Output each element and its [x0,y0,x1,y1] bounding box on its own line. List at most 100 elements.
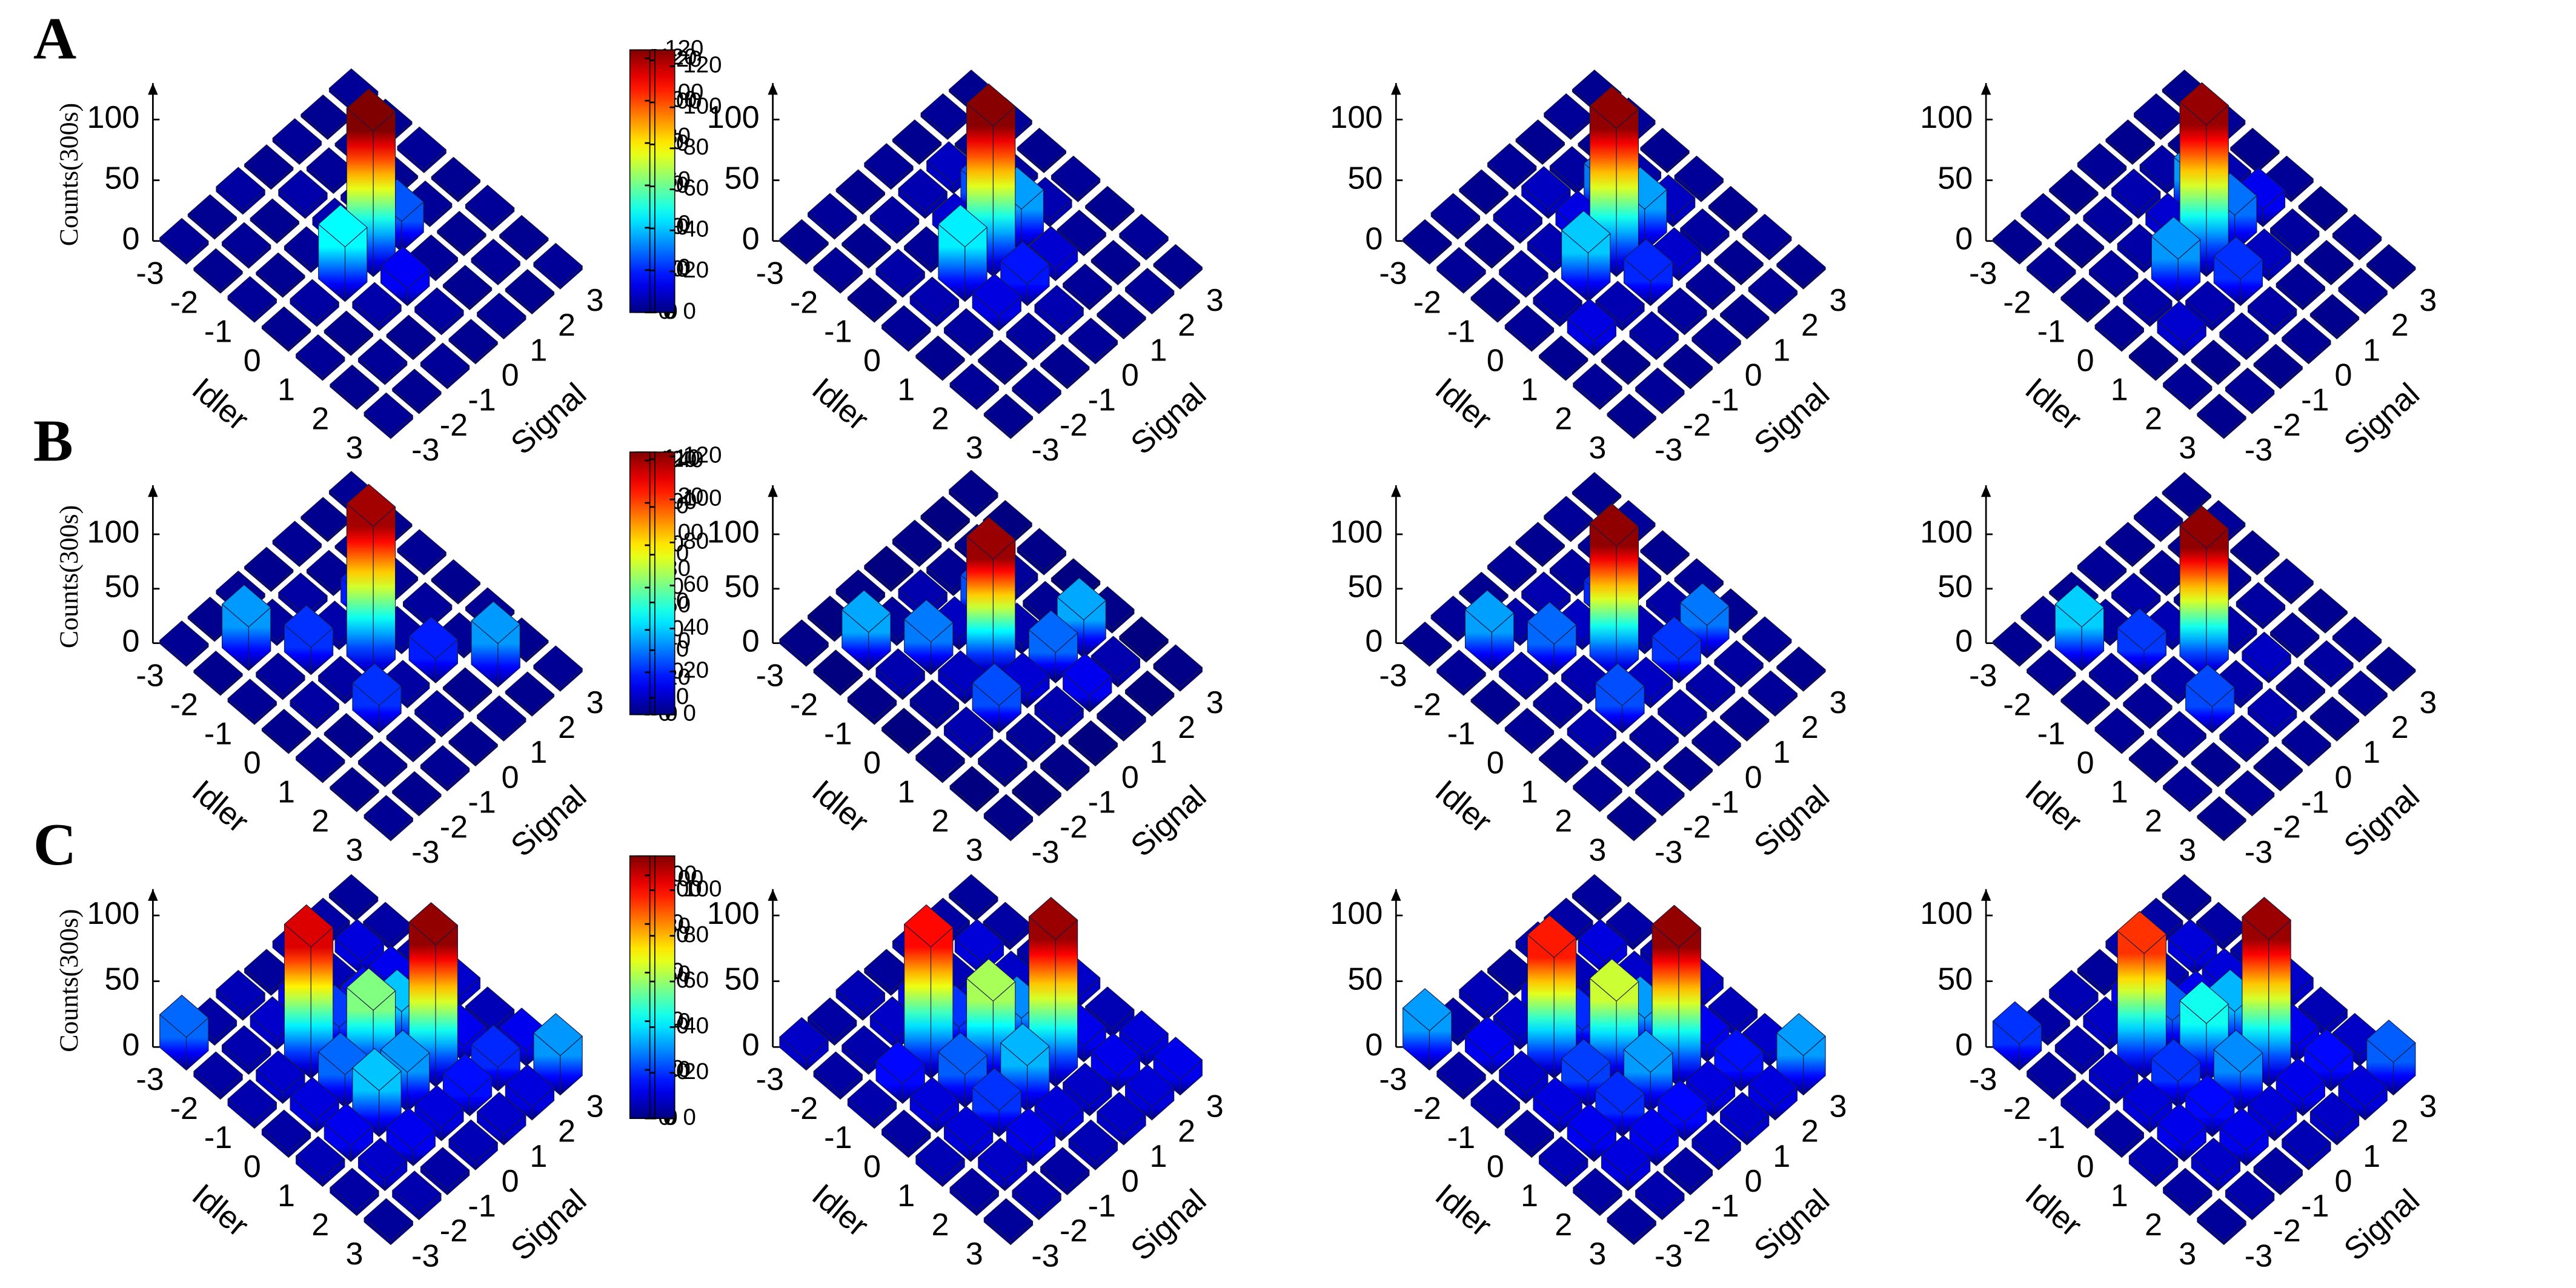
x-tick-label: -1 [824,1120,852,1155]
y-tick-label: 3 [1830,1089,1847,1124]
x-tick-label: -1 [824,716,852,751]
bar [1742,214,1792,261]
bar [983,1198,1034,1246]
colorbar-tick-label: 120 [683,442,722,468]
bar-top [1651,905,1701,948]
bar [2060,277,2110,323]
y-tick-label: -3 [1655,835,1682,870]
y-tick-label: -1 [2301,785,2329,820]
x-tick-label: -2 [170,1091,198,1126]
x-tick-label: 2 [931,401,949,436]
bar-top [408,616,458,660]
bar-top [442,1054,493,1097]
bar [842,589,891,671]
bar-top [448,319,498,362]
bar-top [2185,281,2235,324]
bar-top [1573,363,1622,407]
bar-top [505,1064,555,1107]
bar-top [978,739,1027,782]
bar [2236,582,2286,629]
x-tick-label: -1 [1447,1120,1475,1155]
bar [300,497,350,542]
bar-top [842,589,891,633]
bar-top [1595,1070,1645,1114]
bar-top [159,620,209,663]
x-tick-label: 3 [966,832,983,868]
bar-top [2253,344,2303,387]
x-tick-label: -1 [204,314,232,349]
bar [1623,239,1673,307]
bar-top [1720,294,1770,337]
bar-top [1430,193,1481,236]
bar [330,1167,379,1217]
bar [1714,1029,1764,1092]
bar-top [278,573,328,616]
bar [1572,874,1622,921]
bar [1119,616,1169,663]
bar [318,204,368,302]
z-tick-label: 0 [1365,222,1383,257]
bar-top [898,168,948,212]
x-tick-label: 3 [1588,832,1606,868]
bar-top [949,874,998,917]
y-tick-label: 0 [1745,760,1762,795]
bar [2309,696,2360,742]
bar-top [2248,688,2297,731]
z-tick-label: 50 [104,961,139,997]
y-tick-label: -3 [411,835,439,870]
bar [943,308,994,356]
bar-top [1028,226,1078,269]
x-tick-label: -2 [1413,1091,1441,1126]
bar [2179,505,2229,679]
bar-top [1748,1064,1798,1107]
x-tick-label: 1 [1521,774,1538,809]
bar-top [1578,918,1627,962]
bar-top [966,958,1016,1001]
bar [813,1051,863,1100]
bar-top [2276,666,2325,709]
bar-top [227,276,277,319]
bar-top [392,771,442,814]
bar-top [938,204,988,248]
bar-top [1153,1037,1203,1080]
x-tick-label: 3 [2179,832,2196,868]
bar-top [915,1136,965,1179]
x-tick-label: 1 [1521,1178,1538,1213]
bar-top [471,601,520,644]
bar-top [983,794,1034,837]
bar-top [1068,720,1118,763]
bar-top [1663,344,1713,387]
bar [1028,609,1078,683]
bar [2213,236,2263,307]
bar [1595,663,1645,734]
x-tick-label: -3 [1379,1062,1407,1097]
bar [1567,298,1616,356]
bar-top [1623,239,1673,282]
bar-top [1635,367,1685,411]
bar [2049,970,2099,1021]
bar-top [330,364,379,408]
bar [2157,1103,2206,1162]
bar [1504,708,1555,754]
bar [272,118,322,165]
bar-top [2128,1136,2179,1179]
bar-top [420,342,470,386]
z-axis-arrow [768,485,778,497]
bar-top [949,766,999,809]
bar-top [915,335,965,379]
bar [471,239,520,285]
bar-top [2236,582,2286,625]
bar-top [2151,1038,2201,1082]
y-tick-label: 1 [1773,333,1790,368]
bar [1561,1038,1611,1108]
bar-top [808,193,857,236]
colorbar-tick-label: 20 [683,1058,709,1084]
x-tick-label: -1 [2037,314,2065,349]
bar-top [1493,194,1542,238]
bar-top [2185,1074,2235,1118]
bar-top [1040,744,1090,787]
bar [2230,530,2280,576]
bar-top [1028,609,1078,653]
bar-top [193,1051,243,1095]
